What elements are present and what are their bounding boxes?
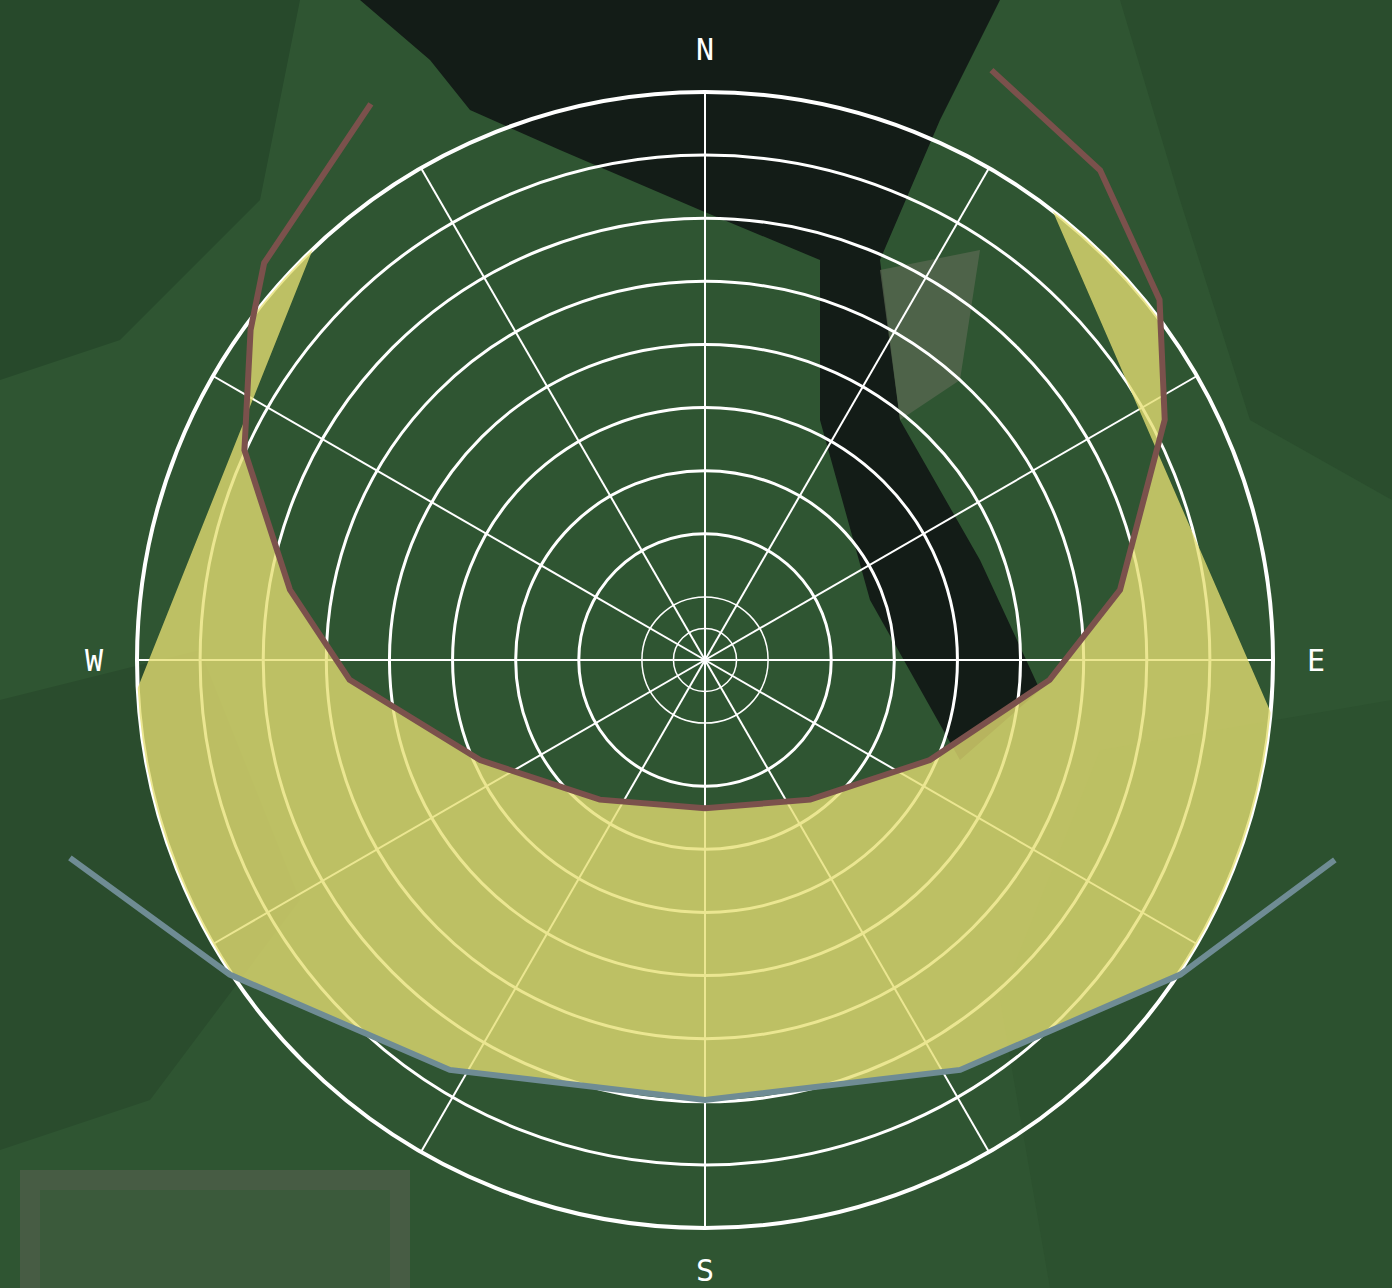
svg-text:E: E xyxy=(1307,643,1325,678)
svg-text:N: N xyxy=(696,32,714,67)
svg-text:W: W xyxy=(85,643,104,678)
svg-text:S: S xyxy=(696,1253,714,1288)
